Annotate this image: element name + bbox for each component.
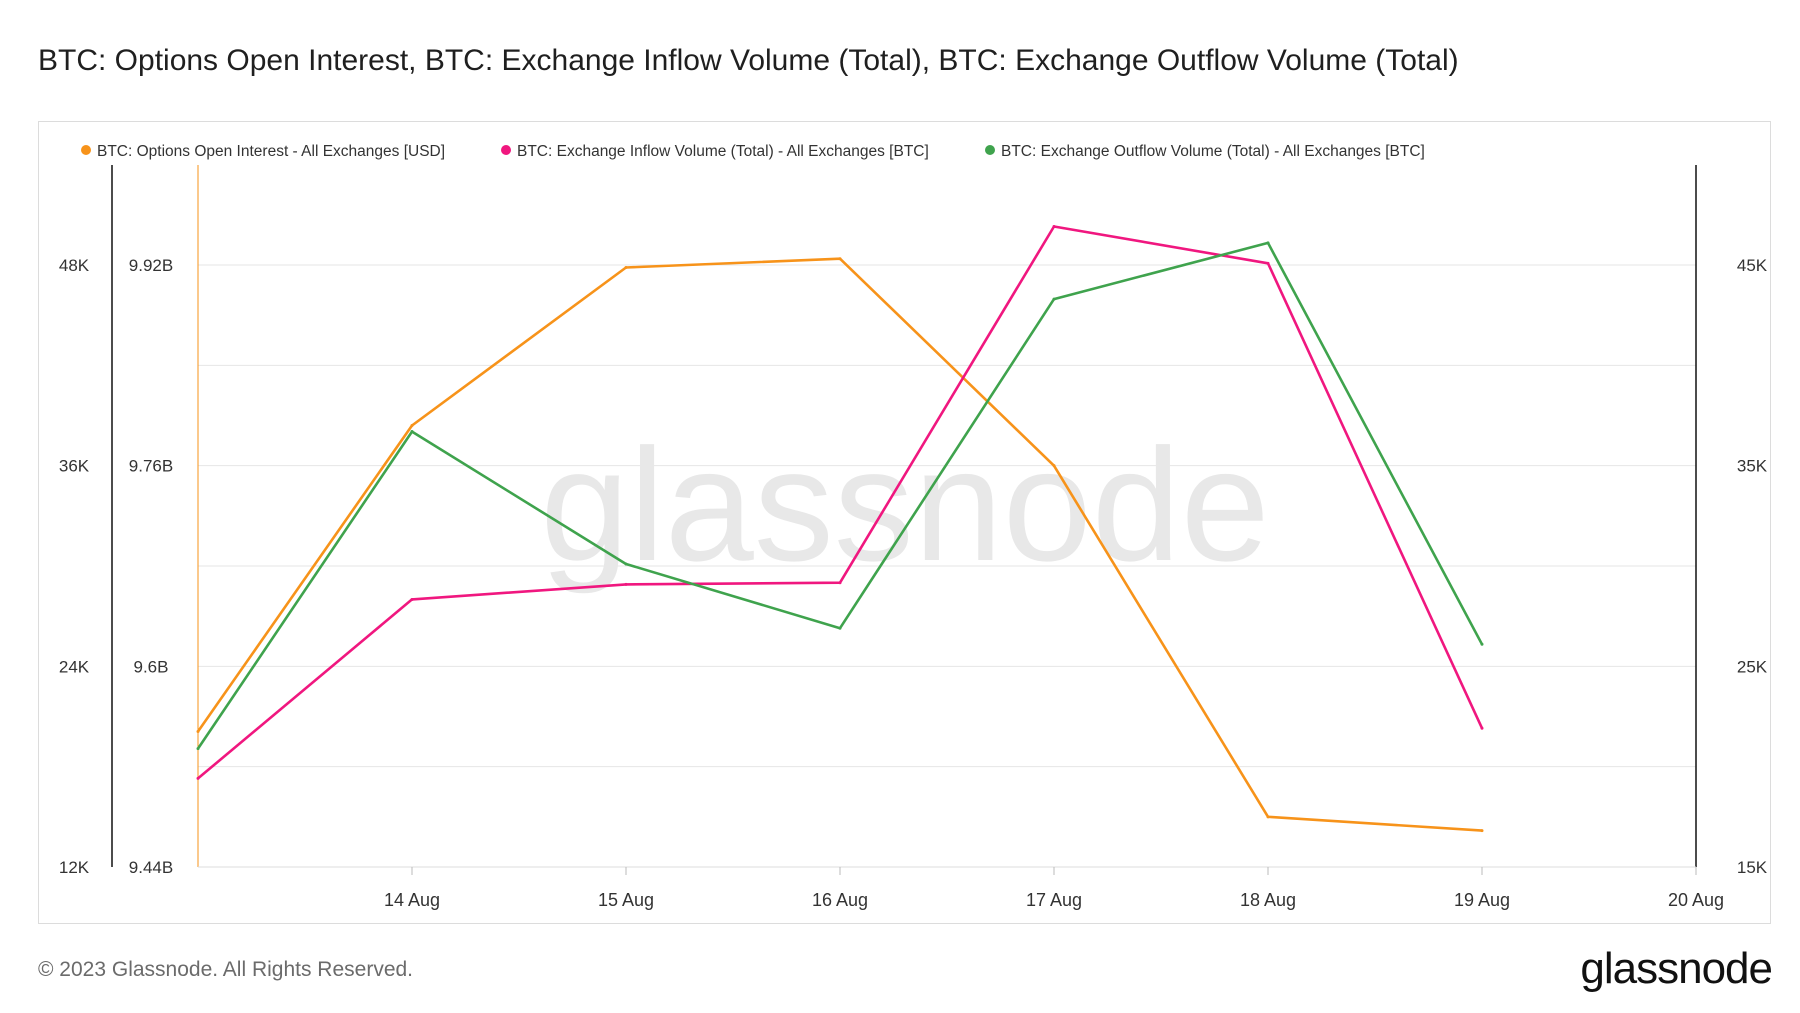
- data-point: [1480, 642, 1484, 646]
- series-lines: [196, 225, 1484, 833]
- data-point: [838, 257, 842, 261]
- chart-frame: [38, 121, 1771, 924]
- y-tick-label-left-outer: 12K: [59, 858, 90, 877]
- data-point: [1266, 261, 1270, 265]
- legend: BTC: Options Open Interest - All Exchang…: [81, 143, 1425, 160]
- legend-label: BTC: Exchange Outflow Volume (Total) - A…: [1001, 143, 1425, 160]
- x-tick-label: 16 Aug: [812, 890, 868, 910]
- y-tick-label-right: 45K: [1737, 256, 1768, 275]
- data-point: [196, 747, 200, 751]
- data-point: [1266, 815, 1270, 819]
- y-tick-label-left-inner: 9.92B: [129, 256, 173, 275]
- brand-logo: glassnode: [1580, 944, 1773, 993]
- x-tick-label: 15 Aug: [598, 890, 654, 910]
- copyright-footer: © 2023 Glassnode. All Rights Reserved.: [38, 958, 414, 981]
- data-point: [624, 582, 628, 586]
- legend-label: BTC: Exchange Inflow Volume (Total) - Al…: [517, 143, 929, 160]
- y-tick-label-left-outer: 36K: [59, 457, 90, 476]
- data-point: [1266, 241, 1270, 245]
- y-tick-label-left-inner: 9.76B: [129, 457, 173, 476]
- y-tick-label-right: 35K: [1737, 457, 1768, 476]
- x-tick-label: 17 Aug: [1026, 890, 1082, 910]
- legend-marker: [985, 145, 995, 155]
- x-tick-label: 20 Aug: [1668, 890, 1724, 910]
- chart-title: BTC: Options Open Interest, BTC: Exchang…: [38, 44, 1459, 77]
- data-point: [410, 424, 414, 428]
- data-point: [1480, 726, 1484, 730]
- x-tick-label: 14 Aug: [384, 890, 440, 910]
- x-tick-label: 19 Aug: [1454, 890, 1510, 910]
- data-point: [624, 266, 628, 270]
- y-tick-label-left-inner: 9.44B: [129, 858, 173, 877]
- data-point: [1052, 297, 1056, 301]
- data-point: [1052, 225, 1056, 229]
- axes: 12K 24K 36K 48K 9.44B 9.6B 9.76B 9.92B 15K 25K 35K…: [59, 165, 1768, 910]
- data-point: [838, 581, 842, 585]
- data-point: [196, 776, 200, 780]
- legend-label: BTC: Options Open Interest - All Exchang…: [97, 143, 445, 160]
- y-tick-label-left-outer: 48K: [59, 256, 90, 275]
- data-point: [1052, 464, 1056, 468]
- watermark: glassnode: [540, 415, 1269, 594]
- data-point: [410, 597, 414, 601]
- data-point: [838, 626, 842, 630]
- legend-marker: [501, 145, 511, 155]
- data-point: [196, 730, 200, 734]
- data-point: [1480, 829, 1484, 833]
- y-tick-label-right: 15K: [1737, 858, 1768, 877]
- data-point: [410, 430, 414, 434]
- grid-lines: [198, 264, 1696, 768]
- y-tick-label-right: 25K: [1737, 657, 1768, 676]
- y-tick-label-left-outer: 24K: [59, 657, 90, 676]
- x-tick-label: 18 Aug: [1240, 890, 1296, 910]
- data-point: [624, 562, 628, 566]
- y-tick-label-left-inner: 9.6B: [134, 657, 169, 676]
- legend-marker: [81, 145, 91, 155]
